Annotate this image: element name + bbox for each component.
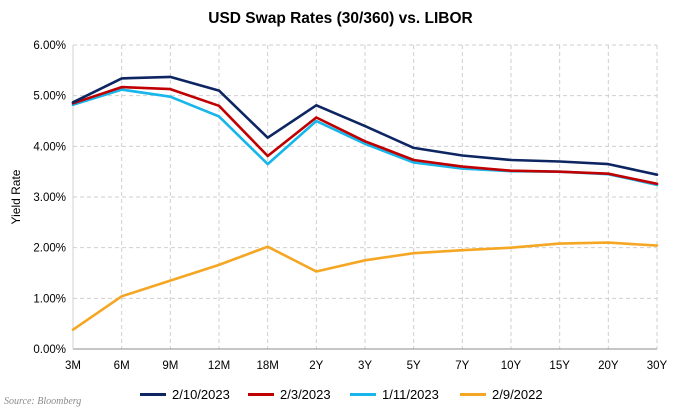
y-axis-title: Yield Rate — [9, 169, 23, 224]
legend-swatch — [460, 392, 486, 396]
x-tick-label: 15Y — [549, 360, 570, 372]
x-tick-label: 2Y — [309, 360, 323, 372]
legend-label: 2/3/2023 — [280, 386, 331, 402]
y-tick-label: 5.00% — [33, 91, 66, 103]
legend-swatch — [350, 392, 376, 396]
y-tick-label: 3.00% — [33, 192, 66, 204]
x-tick-label: 20Y — [598, 360, 619, 372]
x-tick-label: 5Y — [407, 360, 421, 372]
legend-item: 1/11/2023 — [350, 384, 439, 404]
x-tick-label: 7Y — [455, 360, 469, 372]
source-note: Source: Bloomberg — [4, 396, 82, 407]
x-tick-label: 9M — [162, 360, 178, 372]
x-tick-label: 3Y — [358, 360, 372, 372]
legend-swatch — [140, 392, 166, 396]
legend-swatch — [248, 392, 274, 396]
x-tick-label: 3M — [65, 360, 81, 372]
y-tick-label: 4.00% — [33, 141, 66, 153]
legend-item: 2/3/2023 — [248, 384, 331, 404]
series-line-2-10-2023 — [71, 75, 659, 176]
x-tick-label: 6M — [114, 360, 130, 372]
legend-label: 2/10/2023 — [172, 386, 230, 402]
x-tick-label: 18M — [256, 360, 278, 372]
y-tick-label: 0.00% — [33, 344, 66, 356]
series-line-2-3-2023 — [71, 85, 659, 186]
y-tick-label: 6.00% — [33, 40, 66, 52]
x-tick-label: 12M — [208, 360, 230, 372]
legend-item: 2/10/2023 — [140, 384, 230, 404]
legend-label: 2/9/2022 — [492, 386, 543, 402]
legend-label: 1/11/2023 — [382, 386, 439, 402]
chart-title: USD Swap Rates (30/360) vs. LIBOR — [208, 10, 473, 27]
x-tick-label: 30Y — [647, 360, 668, 372]
y-tick-label: 2.00% — [33, 243, 66, 255]
legend-item: 2/9/2022 — [460, 384, 543, 404]
y-tick-label: 1.00% — [33, 293, 66, 305]
series-line-2-9-2022 — [71, 241, 659, 332]
x-tick-label: 10Y — [501, 360, 522, 372]
legend: 2/10/2023 2/3/2023 1/11/2023 2/9/2022 — [140, 384, 610, 404]
